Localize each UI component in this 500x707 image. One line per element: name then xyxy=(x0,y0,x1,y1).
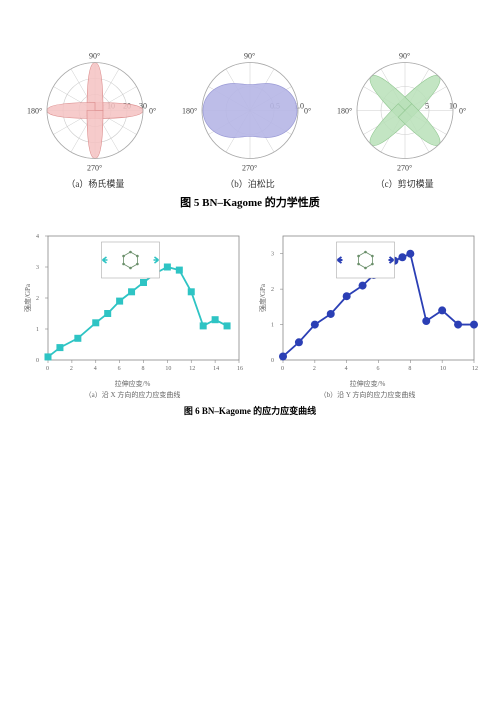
svg-text:10: 10 xyxy=(440,366,446,372)
svg-text:0: 0 xyxy=(46,366,49,372)
polar-svg-a: 0°90°180°270°102030 xyxy=(20,40,170,175)
figure-6-caption: 图 6 BN–Kagome 的应力应变曲线 xyxy=(20,404,480,417)
svg-text:12: 12 xyxy=(472,366,478,372)
sublabel-b: （b）泊松比 xyxy=(225,177,275,190)
svg-text:0: 0 xyxy=(281,366,284,372)
svg-text:1: 1 xyxy=(271,323,274,329)
svg-text:3: 3 xyxy=(36,265,39,271)
ss-sublabel-a: （a）沿 X 方向的应力应变曲线 xyxy=(85,390,181,400)
svg-text:强度/GPa: 强度/GPa xyxy=(23,283,32,312)
svg-text:8: 8 xyxy=(142,366,145,372)
svg-text:1: 1 xyxy=(36,327,39,333)
svg-text:4: 4 xyxy=(94,366,97,372)
svg-text:180°: 180° xyxy=(182,107,197,116)
svg-text:14: 14 xyxy=(213,366,219,372)
svg-text:3: 3 xyxy=(271,252,274,258)
svg-text:0°: 0° xyxy=(304,107,311,116)
svg-text:2: 2 xyxy=(36,296,39,302)
svg-text:2: 2 xyxy=(313,366,316,372)
svg-text:90°: 90° xyxy=(244,52,255,61)
svg-text:270°: 270° xyxy=(87,164,102,173)
svg-text:4: 4 xyxy=(36,234,39,240)
svg-text:0: 0 xyxy=(36,358,39,364)
svg-text:10: 10 xyxy=(165,366,171,372)
svg-text:4: 4 xyxy=(345,366,348,372)
figure-5-caption: 图 5 BN–Kagome 的力学性质 xyxy=(20,194,480,210)
sublabel-a: （a）杨氏模量 xyxy=(66,177,124,190)
polar-plot-a: 0°90°180°270°102030 （a）杨氏模量 xyxy=(20,40,171,190)
polar-svg-c: 0°90°180°270°510 xyxy=(330,40,480,175)
svg-text:270°: 270° xyxy=(397,164,412,173)
svg-text:2: 2 xyxy=(70,366,73,372)
ss-svg-b: 0246810120123强度/GPa xyxy=(255,228,480,378)
ss-svg-a: 024681012141601234强度/GPa xyxy=(20,228,245,378)
ss-xlabel-a: 拉伸应变/% xyxy=(115,379,151,389)
stress-strain-a: 024681012141601234强度/GPa 拉伸应变/% （a）沿 X 方… xyxy=(20,228,245,400)
sublabel-c: （c）剪切模量 xyxy=(376,177,434,190)
svg-text:180°: 180° xyxy=(27,107,42,116)
ss-xlabel-b: 拉伸应变/% xyxy=(350,379,386,389)
polar-svg-b: 0°90°180°270°0.51.0 xyxy=(175,40,325,175)
ss-sublabel-b: （b）沿 Y 方向的应力应变曲线 xyxy=(320,390,416,400)
svg-text:0: 0 xyxy=(271,358,274,364)
svg-text:0°: 0° xyxy=(459,107,466,116)
figure-5-row: 0°90°180°270°102030 （a）杨氏模量 0°90°180°270… xyxy=(20,40,480,190)
svg-text:2: 2 xyxy=(271,287,274,293)
svg-text:8: 8 xyxy=(408,366,411,372)
stress-strain-b: 0246810120123强度/GPa 拉伸应变/% （b）沿 Y 方向的应力应… xyxy=(255,228,480,400)
svg-text:180°: 180° xyxy=(337,107,352,116)
svg-text:6: 6 xyxy=(377,366,380,372)
polar-plot-b: 0°90°180°270°0.51.0 （b）泊松比 xyxy=(175,40,326,190)
svg-text:16: 16 xyxy=(237,366,243,372)
svg-text:270°: 270° xyxy=(242,164,257,173)
svg-text:90°: 90° xyxy=(399,52,410,61)
svg-text:强度/GPa: 强度/GPa xyxy=(258,283,267,312)
svg-text:0°: 0° xyxy=(149,107,156,116)
polar-plot-c: 0°90°180°270°510 （c）剪切模量 xyxy=(329,40,480,190)
svg-text:90°: 90° xyxy=(89,52,100,61)
svg-text:6: 6 xyxy=(118,366,121,372)
figure-6-row: 024681012141601234强度/GPa 拉伸应变/% （a）沿 X 方… xyxy=(20,228,480,400)
svg-text:12: 12 xyxy=(189,366,195,372)
